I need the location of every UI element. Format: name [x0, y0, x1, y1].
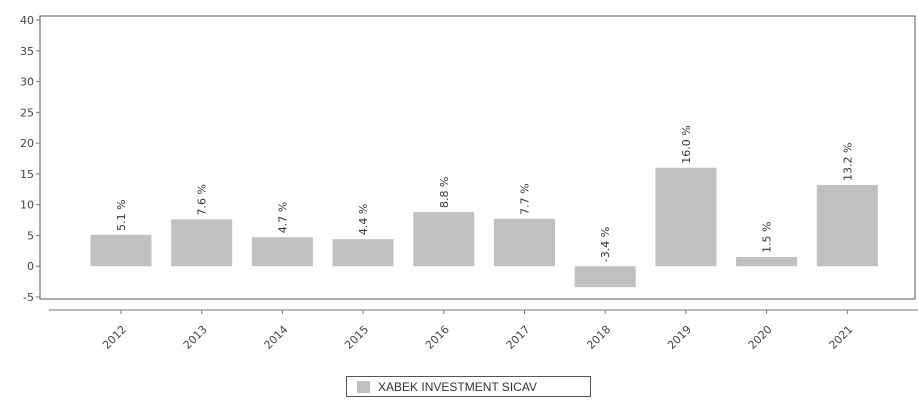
y-tick-label: 25 [20, 106, 34, 119]
bar-2014 [251, 237, 313, 267]
x-tick-label-2020: 2020 [746, 323, 775, 352]
x-tick-label-2019: 2019 [665, 323, 694, 352]
x-tick-label-2013: 2013 [181, 323, 210, 352]
bar-2016 [413, 212, 475, 267]
x-tick-label-2012: 2012 [100, 323, 129, 352]
x-tick-label-2014: 2014 [262, 323, 291, 352]
legend-swatch [357, 380, 370, 393]
y-tick-label: -5 [23, 291, 34, 304]
y-tick-label: 30 [20, 76, 34, 89]
bar-2017 [494, 218, 555, 267]
y-tick-label: 0 [27, 260, 34, 273]
y-tick-label: 5 [27, 229, 34, 242]
y-tick-label: 15 [20, 168, 34, 181]
bar-2020 [736, 256, 798, 267]
y-axis: 40 35 30 25 20 15 10 5 0 -5 [20, 14, 40, 304]
data-label-2019: 16.0 % [680, 125, 693, 163]
bars [90, 167, 878, 288]
data-label-2014: 4.7 % [276, 202, 289, 233]
legend-label: XABEK INVESTMENT SICAV [378, 379, 537, 394]
data-label-2021: 13.2 % [841, 143, 854, 181]
bar-2018 [574, 266, 636, 288]
bar-2015 [332, 239, 394, 267]
y-tick-label: 40 [20, 14, 34, 27]
data-label-2017: 7.7 % [519, 183, 532, 214]
x-axis: 2012 2013 2014 2015 2016 2017 2018 2019 2020 2021 [100, 310, 855, 352]
data-label-2018: -3.4 % [599, 227, 612, 262]
data-labels: 5.1 % 7.6 % 4.7 % 4.4 % 8.8 % 7.7 % -3.4 % 16.0… [115, 125, 854, 262]
legend: XABEK INVESTMENT SICAV [346, 376, 591, 397]
x-tick-label-2017: 2017 [504, 323, 533, 352]
bar-2013 [171, 219, 233, 267]
data-label-2012: 5.1 % [115, 199, 128, 230]
x-tick-label-2016: 2016 [423, 323, 452, 352]
data-label-2020: 1.5 % [761, 222, 774, 253]
x-tick-label-2015: 2015 [342, 323, 371, 352]
data-label-2015: 4.4 % [357, 204, 370, 235]
bar-2019 [655, 167, 717, 267]
x-tick-label-2021: 2021 [826, 323, 855, 352]
y-tick-label: 10 [20, 199, 34, 212]
data-label-2016: 8.8 % [438, 177, 451, 208]
y-tick-label: 20 [20, 137, 34, 150]
bar-2021 [816, 184, 878, 267]
data-label-2013: 7.6 % [196, 184, 209, 215]
y-tick-label: 35 [20, 45, 34, 58]
plot-frame [39, 15, 916, 300]
x-tick-label-2018: 2018 [584, 323, 613, 352]
bar-2012 [90, 234, 152, 267]
